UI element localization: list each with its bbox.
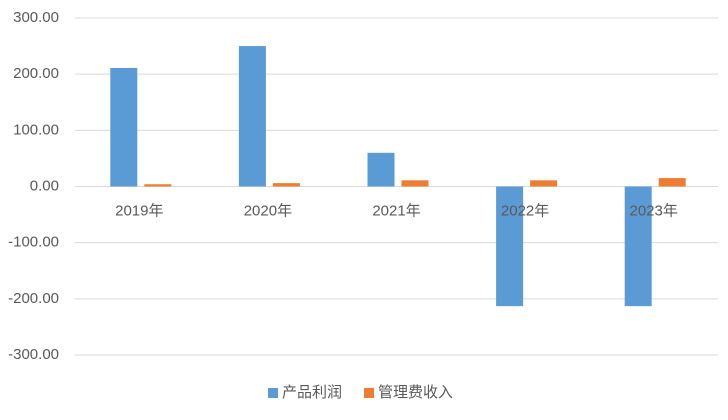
y-tick-label: -100.00 bbox=[8, 234, 59, 251]
x-tick-label: 2023年 bbox=[630, 202, 678, 219]
bar bbox=[272, 183, 300, 187]
y-tick-label: 200.00 bbox=[13, 65, 59, 82]
bar bbox=[530, 180, 558, 187]
bar bbox=[496, 186, 524, 307]
x-tick-label: 2022年 bbox=[501, 202, 549, 219]
legend-label: 管理费收入 bbox=[378, 384, 453, 401]
y-tick-label: 0.00 bbox=[30, 177, 59, 194]
y-tick-label: -200.00 bbox=[8, 290, 59, 307]
legend-swatch bbox=[268, 388, 278, 398]
x-tick-label: 2021年 bbox=[372, 202, 420, 219]
bar bbox=[658, 178, 686, 187]
y-tick-label: 300.00 bbox=[13, 9, 59, 26]
y-tick-label: 100.00 bbox=[13, 121, 59, 138]
x-tick-label: 2020年 bbox=[244, 202, 292, 219]
bar bbox=[238, 46, 266, 187]
y-tick-label: -300.00 bbox=[8, 346, 59, 363]
bar bbox=[110, 67, 138, 187]
legend-swatch bbox=[364, 388, 375, 398]
legend-label: 产品利润 bbox=[282, 384, 342, 401]
x-tick-label: 2019年 bbox=[115, 202, 163, 219]
bar bbox=[401, 180, 429, 187]
bar bbox=[144, 184, 172, 187]
bar bbox=[367, 152, 395, 187]
bar bbox=[624, 186, 652, 307]
